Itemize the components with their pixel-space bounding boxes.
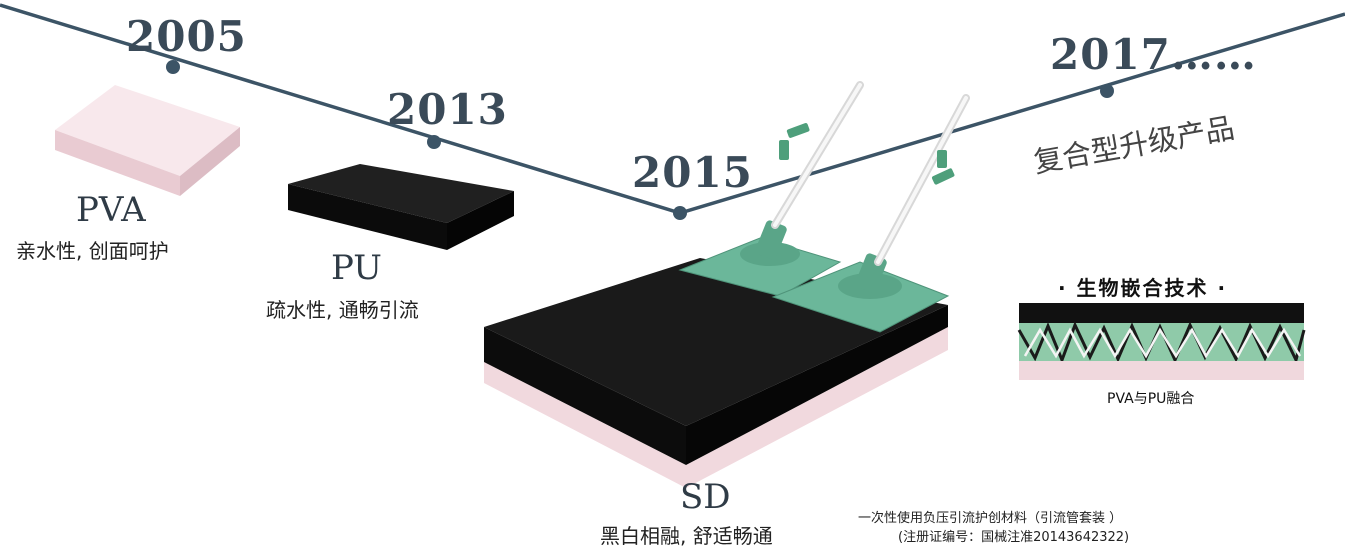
pva-foam-block (55, 85, 240, 196)
year-2013: 2013 (387, 85, 508, 134)
footnote-registration: (注册证编号：国械注准20143642322) (898, 530, 1130, 545)
connector-stem-left (755, 220, 787, 260)
tech-caption: PVA与PU融合 (1107, 391, 1195, 407)
year-2015: 2015 (632, 148, 753, 197)
footnote-product: 一次性使用负压引流护创材料（引流管套装 ） (858, 511, 1123, 526)
timeline-dot-2005 (166, 60, 180, 74)
tech-fusion-sample (1017, 303, 1306, 380)
year-2005: 2005 (126, 12, 247, 61)
timeline-dot-2013 (427, 135, 441, 149)
pu-description: 疏水性, 通畅引流 (266, 298, 419, 322)
drainage-tube-right (874, 94, 970, 266)
sd-description: 黑白相融, 舒适畅通 (600, 524, 773, 548)
tube-clamp-left (779, 123, 810, 160)
year-2017: 2017…… (1050, 30, 1257, 79)
pva-name: PVA (76, 190, 146, 230)
tech-title: · 生物嵌合技术 · (1058, 276, 1228, 300)
year-2017-number: 2017 (1050, 30, 1171, 79)
sd-name: SD (680, 477, 731, 517)
timeline-dot-2015 (673, 206, 687, 220)
pva-description: 亲水性, 创面呵护 (16, 239, 169, 263)
drainage-tube-left (771, 81, 864, 229)
tube-clamp-right (931, 150, 955, 185)
year-2017-ellipsis: …… (1170, 30, 1257, 79)
pu-foam-block (288, 164, 514, 250)
pu-name: PU (331, 248, 382, 288)
footnote: 一次性使用负压引流护创材料（引流管套装 ） (注册证编号：国械注准2014364… (858, 507, 1129, 545)
timeline-dot-2017 (1100, 84, 1114, 98)
